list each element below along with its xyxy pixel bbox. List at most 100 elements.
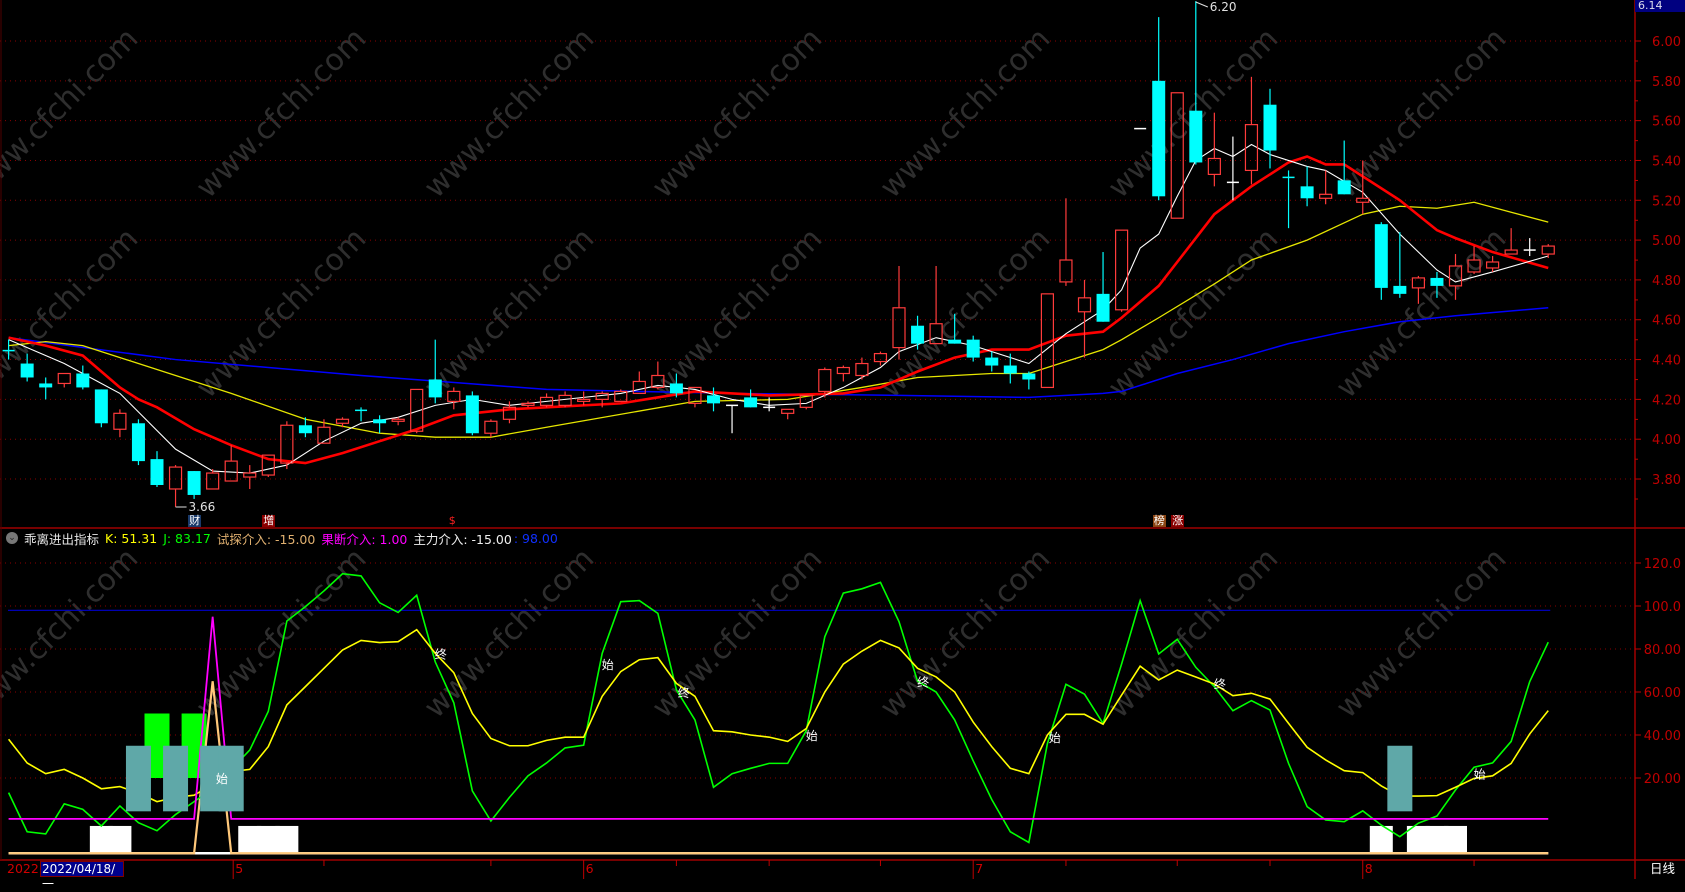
candle[interactable] [1189,1,1203,165]
event-tag-limit-up[interactable]: 涨 [1171,514,1185,527]
candle[interactable] [57,372,71,388]
candle[interactable] [1356,160,1370,215]
candle[interactable] [855,357,869,380]
candle[interactable] [595,391,609,408]
candle[interactable] [577,391,591,406]
candle[interactable] [113,409,127,438]
candle[interactable] [94,389,108,428]
candle[interactable] [1059,198,1073,286]
candle[interactable] [1096,252,1110,322]
collapse-circle-icon[interactable]: ⌄ [6,532,18,544]
candle[interactable] [1319,170,1333,205]
candle[interactable] [1393,232,1407,298]
candle[interactable] [168,465,183,507]
candle[interactable] [373,415,387,434]
candle[interactable] [243,465,257,489]
candle[interactable] [39,377,53,400]
candle[interactable] [206,469,220,490]
candlestick-series[interactable] [2,1,1555,507]
candle[interactable] [1430,271,1444,298]
candle[interactable] [280,421,294,470]
candle[interactable] [1003,353,1017,384]
candle[interactable] [131,419,145,466]
candle[interactable] [651,361,665,390]
candle[interactable] [20,353,34,382]
candle[interactable] [818,367,832,398]
candle[interactable] [428,339,442,404]
candle[interactable] [317,419,331,444]
candle[interactable] [1300,166,1314,207]
candle[interactable] [1485,256,1500,272]
candle[interactable] [688,386,702,408]
candle[interactable] [1022,371,1036,390]
candle[interactable] [187,471,201,499]
candle[interactable] [465,391,479,436]
candle[interactable] [1504,228,1518,255]
candle[interactable] [781,408,795,420]
candle[interactable] [948,313,962,344]
candle[interactable] [1244,76,1259,185]
candle[interactable] [836,365,850,382]
candle[interactable] [150,451,164,487]
candle[interactable] [1541,244,1555,259]
candle[interactable] [1411,275,1426,304]
candle[interactable] [447,387,461,410]
candle[interactable] [355,407,368,422]
candle[interactable] [391,417,405,426]
candle[interactable] [726,404,739,434]
candle[interactable] [2,339,15,360]
event-tag-finance[interactable]: 财 [188,514,202,527]
candle[interactable] [1337,140,1351,195]
candle[interactable] [1226,136,1239,201]
candle[interactable] [1448,254,1463,300]
candle[interactable] [298,417,312,438]
candle[interactable] [1523,238,1536,257]
month-label-5: 5 [235,861,244,876]
main-entry-bar [1369,825,1393,854]
candle[interactable] [1114,229,1129,312]
event-tag-ranking[interactable]: 榜 [1152,514,1166,527]
candle[interactable] [1263,88,1277,169]
candle[interactable] [707,387,720,412]
candle-body [632,380,646,395]
candle[interactable] [1040,293,1055,389]
indicator-name[interactable]: 乖离进出指标 [24,531,100,547]
candle[interactable] [614,389,628,402]
candle[interactable] [744,389,758,408]
indicator-legend[interactable]: ⌄ 乖离进出指标 K: 51.31 J: 83.17 试探介入: -15.00 … [6,529,558,547]
candle[interactable] [763,397,776,412]
candle[interactable] [484,419,498,438]
candle[interactable] [929,265,943,345]
candle[interactable] [892,265,906,360]
event-tag-increase[interactable]: 增 [262,514,276,527]
candle[interactable] [873,351,888,366]
candle[interactable] [539,393,554,408]
candle[interactable] [224,445,238,482]
candle[interactable] [1282,170,1295,229]
candle[interactable] [521,401,535,408]
candle[interactable] [1374,222,1388,300]
candle-body [855,362,869,377]
candle[interactable] [1207,112,1221,187]
candle[interactable] [261,454,275,478]
event-tag-dollar[interactable]: $ [447,514,457,527]
candle[interactable] [799,394,813,410]
candle[interactable] [76,365,90,390]
candle[interactable] [335,417,350,428]
candle[interactable] [1152,17,1166,201]
period-button-daily[interactable]: 日线 [1650,861,1676,876]
candle[interactable] [502,401,517,424]
candle[interactable] [985,351,999,372]
candle[interactable] [1467,246,1481,274]
candle[interactable] [632,371,646,395]
candle[interactable] [911,315,925,350]
candle[interactable] [669,373,683,398]
candle[interactable] [558,391,572,408]
candle[interactable] [1170,92,1184,219]
candle[interactable] [966,335,980,362]
candle[interactable] [1077,279,1092,358]
candle[interactable] [410,388,424,434]
candle-body [799,394,813,408]
